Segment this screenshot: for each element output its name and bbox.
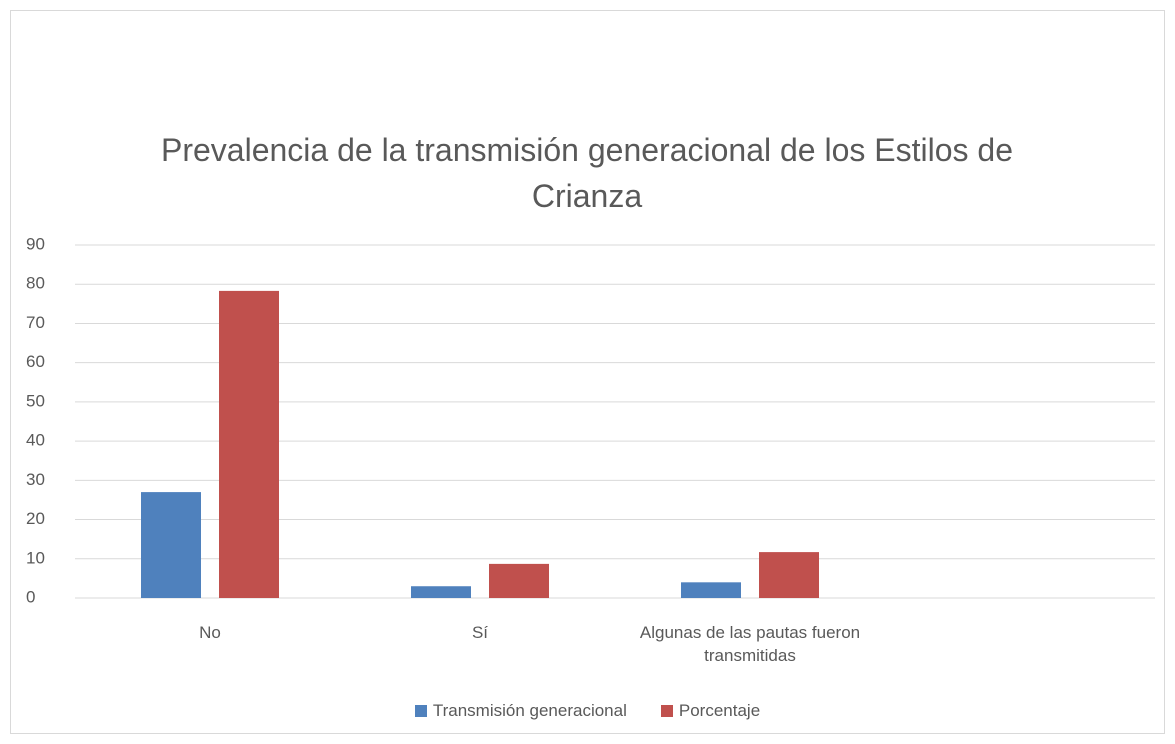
- y-tick-label: 30: [26, 470, 45, 489]
- legend-swatch: [414, 705, 427, 717]
- y-tick-label: 50: [26, 391, 45, 410]
- legend-item: Transmisión generacional: [414, 701, 627, 721]
- legend: Transmisión generacional Porcentaje: [0, 701, 1175, 721]
- bar: [219, 290, 279, 598]
- x-tick-label: Algunas de las pautas fueron transmitida…: [639, 623, 861, 665]
- y-tick-label: 60: [26, 352, 45, 371]
- bar: [411, 586, 471, 598]
- x-tick-label: Sí: [471, 623, 489, 642]
- bar: [681, 582, 741, 598]
- bar: [759, 552, 819, 598]
- y-tick-label: 20: [26, 509, 45, 528]
- legend-label: Transmisión generacional: [432, 701, 627, 720]
- y-tick-label: 40: [26, 431, 45, 450]
- bar: [489, 563, 549, 598]
- legend-label: Porcentaje: [678, 701, 761, 720]
- y-tick-label: 70: [26, 313, 45, 332]
- chart-border: [10, 10, 1165, 734]
- y-tick-label: 90: [26, 234, 45, 253]
- legend-item: Porcentaje: [660, 701, 761, 721]
- legend-swatch: [660, 705, 673, 717]
- x-tick-label: No: [199, 623, 221, 642]
- y-tick-label: 10: [26, 548, 45, 567]
- y-tick-label: 80: [26, 274, 45, 293]
- y-tick-label: 0: [26, 587, 35, 606]
- chart-title: Prevalencia de la transmisión generacion…: [160, 132, 1014, 214]
- bar: [141, 492, 201, 598]
